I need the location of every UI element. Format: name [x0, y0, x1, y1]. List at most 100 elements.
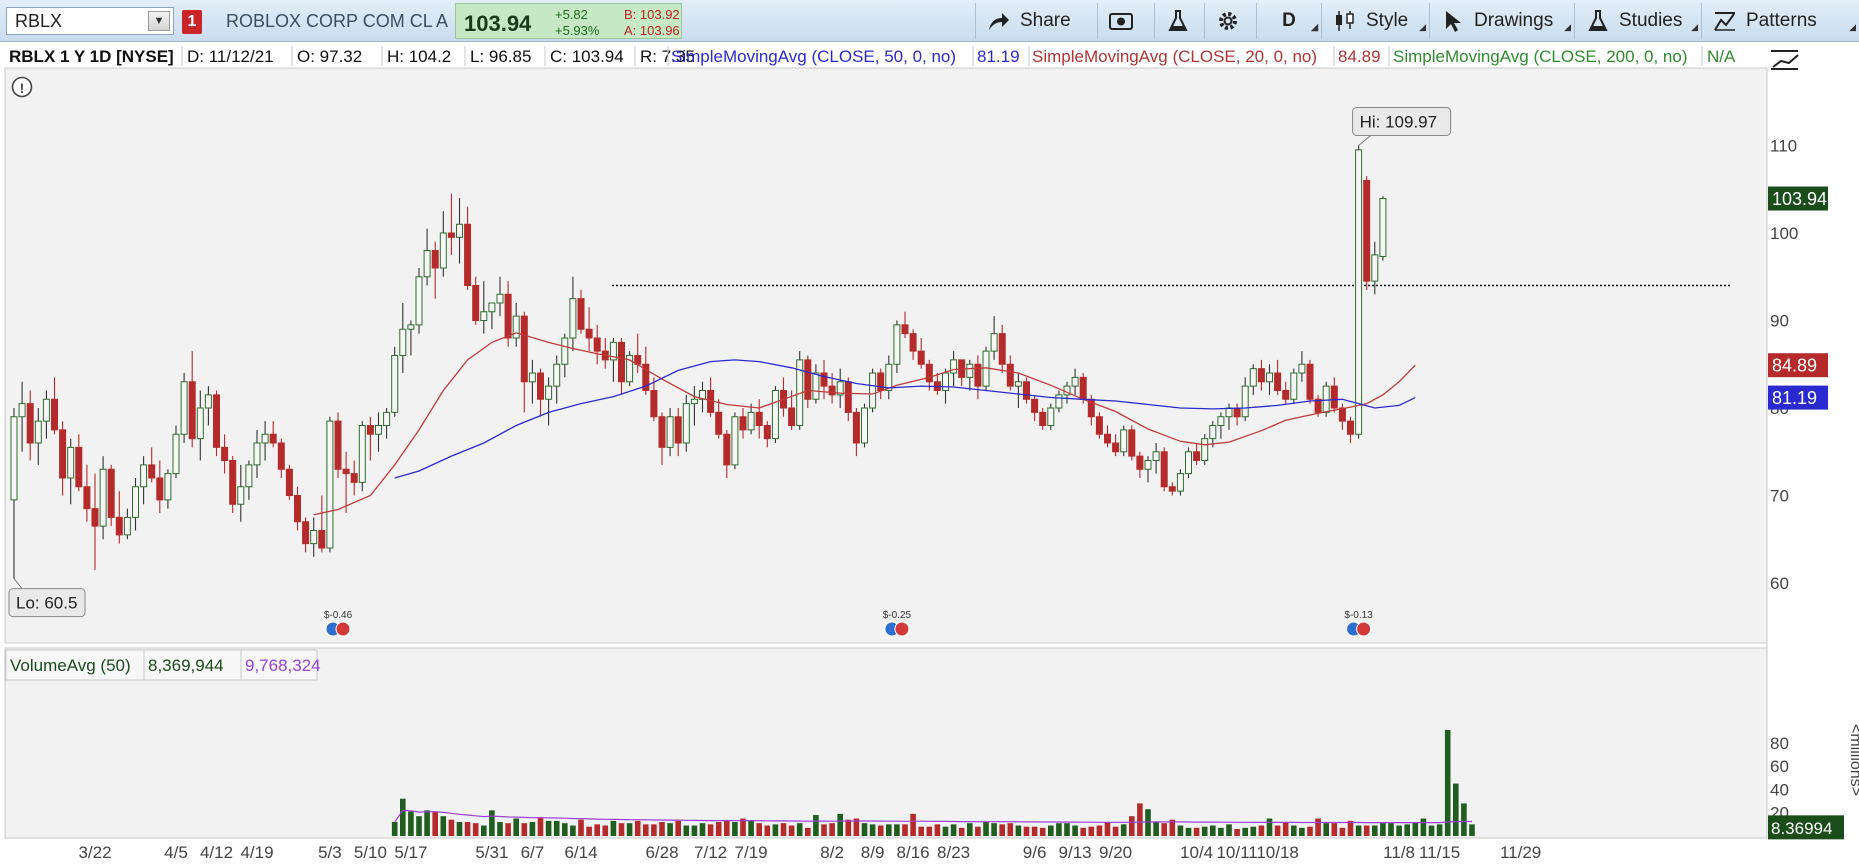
candle-body — [132, 486, 139, 518]
alert-icon[interactable]: ! — [11, 76, 33, 98]
candle-body — [480, 311, 488, 321]
change-value: +5.82 — [555, 7, 588, 22]
dividend-icon — [894, 621, 910, 637]
candle-body — [334, 420, 342, 470]
volume-bar — [1307, 826, 1313, 836]
volume-bar — [1469, 824, 1475, 836]
candle-body — [1031, 398, 1039, 413]
candle-down — [585, 307, 593, 352]
drawings-button[interactable]: Drawings ◢ — [1429, 3, 1574, 39]
last-price-badge-text: 103.94 — [1772, 189, 1827, 209]
candle-body — [901, 324, 909, 335]
candle-up — [861, 403, 868, 448]
candle-body — [1055, 394, 1063, 409]
candle-down — [1160, 447, 1168, 492]
volume-bar — [586, 826, 592, 836]
volume-bar — [1323, 823, 1329, 836]
lab-button[interactable] — [1154, 3, 1204, 39]
volume-bar — [958, 827, 965, 836]
share-button[interactable]: Share — [975, 3, 1097, 39]
candle-body — [545, 385, 553, 400]
flask-icon — [1585, 8, 1611, 34]
candle-body — [1112, 442, 1120, 453]
volume-bar — [837, 813, 843, 836]
symbol-input[interactable]: RBLX ▼ — [6, 7, 174, 35]
candle-up — [731, 412, 739, 470]
price-pane[interactable] — [4, 67, 1768, 644]
candle-down — [156, 460, 164, 513]
link-group-badge[interactable]: 1 — [182, 10, 202, 34]
volume-bar — [391, 822, 398, 836]
volume-bar — [845, 819, 852, 836]
header-high: H: 104.2 — [387, 47, 451, 66]
drawing-trend-icon[interactable] — [1771, 50, 1799, 70]
candle-up — [1241, 377, 1249, 422]
volume-bar — [699, 823, 706, 836]
volume-bar — [1274, 825, 1281, 836]
candle-body — [310, 530, 318, 545]
candle-body — [1071, 376, 1079, 387]
quote-box: 103.94 +5.82 +5.93% B: 103.92 A: 103.96 — [455, 3, 682, 39]
aggregation-button[interactable]: D ◢ — [1256, 3, 1321, 39]
volume-bar — [651, 824, 657, 836]
style-button[interactable]: Style ◢ — [1321, 3, 1429, 39]
volume-bar — [408, 811, 414, 836]
x-tick-label: 4/19 — [240, 843, 273, 862]
candle-up — [966, 359, 974, 391]
volume-bar — [1137, 803, 1143, 836]
candle-down — [1023, 377, 1030, 404]
candle-down — [593, 324, 601, 365]
snapshot-button[interactable] — [1097, 3, 1154, 39]
candle-body — [1193, 451, 1201, 461]
candle-down — [107, 464, 115, 527]
settings-button[interactable] — [1204, 3, 1256, 39]
x-tick-label: 11/15 — [1419, 843, 1460, 862]
candle-body — [1274, 372, 1282, 391]
dividend-icon — [335, 621, 351, 637]
candle-body — [1104, 433, 1111, 444]
candle-body — [350, 473, 358, 483]
candle-up — [1249, 364, 1257, 395]
volume-bar — [894, 824, 900, 836]
x-tick-label: 4/12 — [200, 843, 233, 862]
candle-body — [1379, 198, 1387, 257]
candle-up — [123, 508, 131, 540]
high-box — [1352, 107, 1452, 136]
studies-button[interactable]: Studies ◢ — [1574, 3, 1701, 39]
candle-down — [302, 517, 310, 553]
chevron-down-icon[interactable]: ▼ — [148, 11, 170, 31]
volume-bar — [481, 825, 487, 836]
volume-bar — [659, 822, 665, 836]
candle-body — [34, 420, 42, 444]
volume-bar — [1250, 826, 1257, 836]
candle-body — [609, 341, 617, 361]
candle-body — [1144, 460, 1152, 470]
volume-bar — [1396, 825, 1402, 836]
patterns-button[interactable]: Patterns ◢ — [1701, 3, 1859, 39]
candle-down — [901, 311, 909, 338]
candle-body — [1023, 381, 1030, 400]
candle-down — [115, 491, 123, 544]
candle-down — [804, 355, 812, 408]
volume-bar — [691, 825, 698, 836]
dropdown-caret-icon: ◢ — [1564, 22, 1571, 32]
volume-bar — [472, 823, 479, 836]
volume-bar — [853, 818, 860, 836]
candle-down — [1136, 451, 1144, 478]
volume-bar — [1461, 803, 1467, 836]
candle-body — [1290, 372, 1298, 400]
candle-body — [877, 372, 885, 391]
volume-bar — [999, 824, 1005, 836]
volume-bar — [805, 827, 811, 836]
candle-body — [99, 468, 107, 527]
candle-up — [423, 228, 431, 286]
candle-body — [269, 433, 277, 444]
candle-up — [375, 412, 382, 452]
chart[interactable]: RBLX 1 Y 1D [NYSE] D: 11/12/21 O: 97.32 … — [0, 42, 1859, 864]
candle-body — [1176, 473, 1184, 492]
candle-down — [1104, 425, 1111, 448]
volume-bar — [991, 823, 997, 836]
volume-bar — [715, 822, 722, 836]
candle-body — [731, 416, 739, 466]
volume-bar — [1315, 818, 1321, 836]
